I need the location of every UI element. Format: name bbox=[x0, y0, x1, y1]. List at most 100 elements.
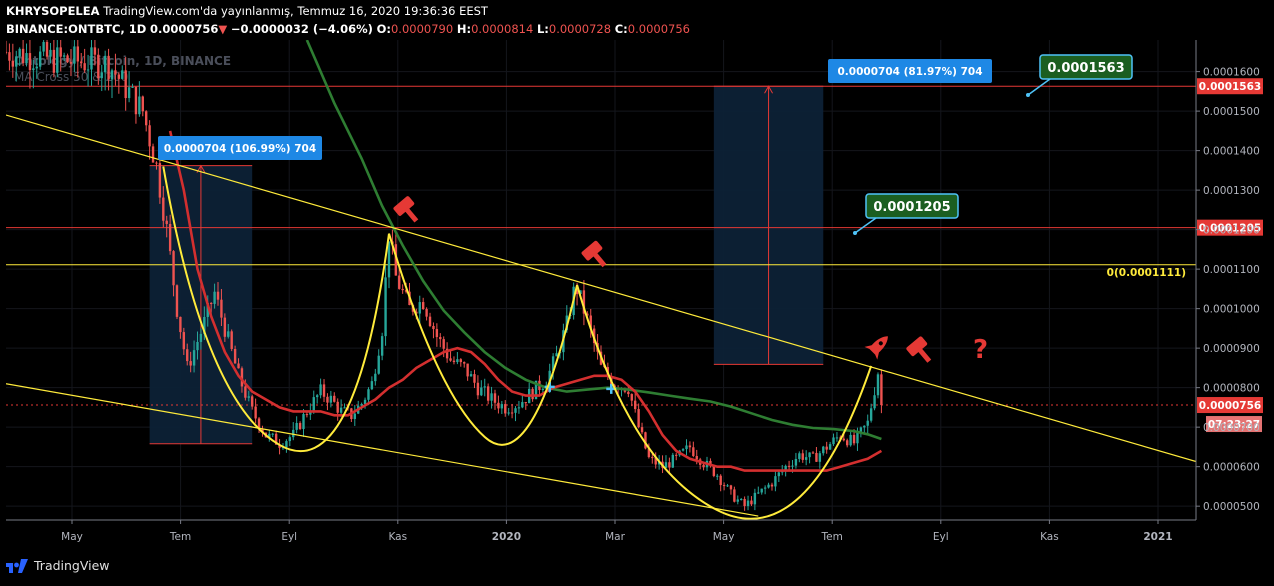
candle-body bbox=[473, 374, 476, 383]
hammer-head bbox=[393, 196, 415, 216]
candle-body bbox=[497, 402, 500, 409]
callout-pointer bbox=[1027, 78, 1051, 96]
axes: 0.00016000.00015000.00014000.00013000.00… bbox=[6, 40, 1260, 543]
candle-body bbox=[343, 407, 346, 409]
candle-body bbox=[110, 70, 114, 80]
candle-body bbox=[763, 487, 767, 489]
candle-body bbox=[507, 412, 510, 414]
candle-body bbox=[551, 356, 555, 371]
candle-body bbox=[380, 336, 384, 356]
candle-body bbox=[459, 359, 462, 363]
candle-body bbox=[401, 288, 404, 291]
candle-body bbox=[285, 441, 288, 448]
candle-body bbox=[846, 440, 849, 446]
candle-body bbox=[100, 72, 103, 79]
candle-body bbox=[702, 464, 705, 468]
candle-body bbox=[541, 388, 545, 391]
candle-body bbox=[767, 484, 770, 488]
candle-body bbox=[736, 499, 739, 502]
candle-body bbox=[377, 355, 380, 374]
candle-body bbox=[685, 445, 688, 450]
y-tick-label: 0.0001300 bbox=[1203, 185, 1260, 197]
y-tick-label: 0.0001100 bbox=[1203, 264, 1260, 276]
candle-body bbox=[15, 56, 18, 67]
cup-curve bbox=[162, 166, 390, 453]
brand-name: TradingView bbox=[34, 558, 110, 573]
candle-body bbox=[216, 291, 220, 300]
candle-body bbox=[555, 353, 558, 357]
header-line-1: KHRYSOPELEA TradingView.com'da yayınlanm… bbox=[6, 4, 488, 18]
callouts: 0.0000704 (106.99%) 704 0.0000704 (81.97%… bbox=[158, 54, 1133, 235]
candle-body bbox=[45, 41, 49, 57]
candle-body bbox=[162, 197, 165, 221]
x-tick-label: 2020 bbox=[492, 531, 521, 543]
symbol: BINANCE:ONTBTC, 1D bbox=[6, 22, 147, 36]
candle-body bbox=[38, 51, 42, 67]
rocket-icon bbox=[864, 336, 888, 360]
brand-footer[interactable]: TradingView bbox=[6, 558, 110, 573]
candle-body bbox=[6, 51, 8, 53]
x-tick-label: Mar bbox=[605, 531, 625, 543]
candle-body bbox=[196, 341, 199, 351]
candle-body bbox=[247, 396, 250, 398]
candle-body bbox=[808, 452, 811, 458]
candle-body bbox=[233, 348, 237, 364]
candle-body bbox=[127, 87, 131, 99]
candle-body bbox=[394, 244, 398, 276]
moving-averages bbox=[168, 40, 883, 472]
candle-body bbox=[586, 313, 589, 316]
price-change: −0.0000032 (−4.06%) bbox=[230, 22, 373, 36]
candle-body bbox=[859, 427, 863, 432]
pattern-curves bbox=[162, 166, 873, 520]
candle-body bbox=[517, 407, 521, 409]
candle-body bbox=[640, 427, 644, 433]
rocket-body bbox=[869, 336, 888, 355]
candle-body bbox=[404, 290, 408, 292]
candle-body bbox=[421, 302, 425, 310]
candles bbox=[6, 40, 883, 511]
x-tick-label: May bbox=[713, 531, 735, 543]
candle-body bbox=[319, 384, 322, 396]
y-tick-label: 0.0001400 bbox=[1203, 146, 1260, 158]
candle-body bbox=[90, 47, 93, 70]
candle-body bbox=[192, 350, 196, 366]
candle-body bbox=[230, 331, 233, 349]
candle-body bbox=[35, 66, 38, 69]
callout-anchor bbox=[853, 231, 857, 235]
candle-body bbox=[695, 455, 698, 460]
low-value: 0.0000728 bbox=[548, 22, 612, 36]
candle-body bbox=[835, 437, 839, 439]
cup-curve bbox=[388, 233, 579, 446]
candle-body bbox=[339, 407, 343, 413]
candle-body bbox=[189, 361, 192, 366]
candle-body bbox=[244, 386, 247, 398]
candle-body bbox=[333, 395, 336, 402]
candle-body bbox=[504, 404, 507, 414]
high-value: 0.0000814 bbox=[471, 22, 534, 36]
hammer-icon bbox=[393, 196, 419, 223]
candle-body bbox=[387, 241, 391, 278]
candle-body bbox=[138, 96, 141, 115]
hammer-handle bbox=[592, 251, 607, 268]
candle-body bbox=[452, 360, 456, 363]
candle-body bbox=[750, 500, 753, 505]
y-tick-label: 0.0000800 bbox=[1203, 383, 1260, 395]
ma50-line bbox=[168, 130, 883, 472]
candle-body bbox=[729, 485, 733, 490]
candle-body bbox=[651, 457, 654, 459]
y-tick-label: 0.0001000 bbox=[1203, 304, 1260, 316]
hammer-handle bbox=[917, 347, 932, 363]
candle-body bbox=[784, 465, 787, 471]
close-label: C: bbox=[614, 22, 628, 36]
candle-body bbox=[384, 277, 387, 337]
candle-body bbox=[757, 492, 760, 494]
cup-curve bbox=[576, 284, 873, 520]
candle-body bbox=[134, 86, 138, 115]
candle-body bbox=[654, 457, 657, 465]
candle-body bbox=[688, 445, 692, 448]
level-price-tag bbox=[1197, 219, 1263, 236]
candle-body bbox=[435, 329, 439, 338]
candle-body bbox=[633, 400, 637, 410]
